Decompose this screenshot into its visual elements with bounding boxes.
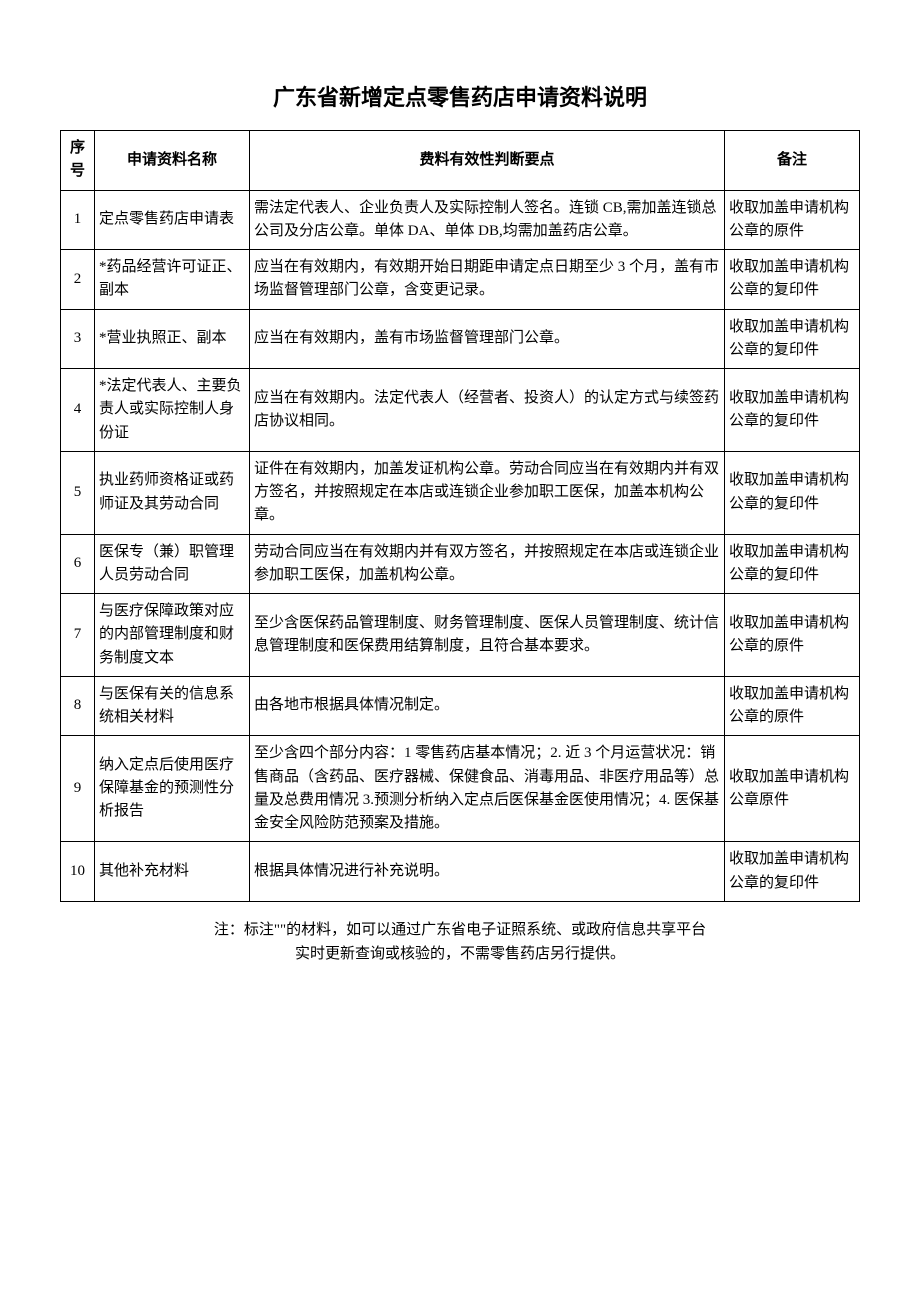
- cell-remark: 收取加盖申请机构公章的复印件: [725, 534, 860, 594]
- header-name: 申请资料名称: [95, 131, 250, 191]
- cell-name: 与医保有关的信息系统相关材料: [95, 676, 250, 736]
- cell-remark: 收取加盖申请机构公章的复印件: [725, 451, 860, 534]
- table-row: 7 与医疗保障政策对应的内部管理制度和财务制度文本 至少含医保药品管理制度、财务…: [61, 594, 860, 677]
- cell-name: 其他补充材料: [95, 842, 250, 902]
- cell-seq: 6: [61, 534, 95, 594]
- header-remark: 备注: [725, 131, 860, 191]
- cell-detail: 至少含四个部分内容：1 零售药店基本情况；2. 近 3 个月运营状况：销售商品（…: [250, 736, 725, 842]
- cell-seq: 1: [61, 190, 95, 250]
- cell-seq: 7: [61, 594, 95, 677]
- cell-remark: 收取加盖申请机构公章的复印件: [725, 369, 860, 452]
- cell-name: *法定代表人、主要负责人或实际控制人身份证: [95, 369, 250, 452]
- cell-name: 医保专（兼）职管理人员劳动合同: [95, 534, 250, 594]
- cell-name: *营业执照正、副本: [95, 309, 250, 369]
- table-body: 1 定点零售药店申请表 需法定代表人、企业负责人及实际控制人签名。连锁 CB,需…: [61, 190, 860, 901]
- cell-remark: 收取加盖申请机构公章原件: [725, 736, 860, 842]
- cell-name: 执业药师资格证或药师证及其劳动合同: [95, 451, 250, 534]
- table-row: 2 *药品经营许可证正、副本 应当在有效期内，有效期开始日期距申请定点日期至少 …: [61, 250, 860, 310]
- cell-detail: 应当在有效期内，有效期开始日期距申请定点日期至少 3 个月，盖有市场监督管理部门…: [250, 250, 725, 310]
- cell-detail: 劳动合同应当在有效期内并有双方签名，并按照规定在本店或连锁企业参加职工医保，加盖…: [250, 534, 725, 594]
- cell-name: 纳入定点后使用医疗保障基金的预测性分析报告: [95, 736, 250, 842]
- footnote-line1: 注：标注""的材料，如可以通过广东省电子证照系统、或政府信息共享平台: [214, 922, 706, 938]
- cell-name: 定点零售药店申请表: [95, 190, 250, 250]
- table-row: 4 *法定代表人、主要负责人或实际控制人身份证 应当在有效期内。法定代表人（经营…: [61, 369, 860, 452]
- table-row: 10 其他补充材料 根据具体情况进行补充说明。 收取加盖申请机构公章的复印件: [61, 842, 860, 902]
- footnote: 注：标注""的材料，如可以通过广东省电子证照系统、或政府信息共享平台 实时更新查…: [60, 918, 860, 966]
- cell-remark: 收取加盖申请机构公章的复印件: [725, 842, 860, 902]
- cell-remark: 收取加盖申请机构公章的复印件: [725, 309, 860, 369]
- table-header-row: 序号 申请资料名称 费料有效性判断要点 备注: [61, 131, 860, 191]
- footnote-line2: 实时更新查询或核验的，不需零售药店另行提供。: [295, 946, 625, 962]
- cell-detail: 应当在有效期内。法定代表人（经营者、投资人）的认定方式与续签药店协议相同。: [250, 369, 725, 452]
- cell-remark: 收取加盖申请机构公章的原件: [725, 676, 860, 736]
- cell-detail: 证件在有效期内，加盖发证机构公章。劳动合同应当在有效期内并有双方签名，并按照规定…: [250, 451, 725, 534]
- cell-detail: 至少含医保药品管理制度、财务管理制度、医保人员管理制度、统计信息管理制度和医保费…: [250, 594, 725, 677]
- cell-remark: 收取加盖申请机构公章的复印件: [725, 250, 860, 310]
- cell-seq: 2: [61, 250, 95, 310]
- cell-seq: 5: [61, 451, 95, 534]
- cell-detail: 需法定代表人、企业负责人及实际控制人签名。连锁 CB,需加盖连锁总公司及分店公章…: [250, 190, 725, 250]
- cell-seq: 4: [61, 369, 95, 452]
- cell-remark: 收取加盖申请机构公章的原件: [725, 594, 860, 677]
- table-row: 8 与医保有关的信息系统相关材料 由各地市根据具体情况制定。 收取加盖申请机构公…: [61, 676, 860, 736]
- page-title: 广东省新增定点零售药店申请资料说明: [60, 80, 860, 112]
- cell-detail: 由各地市根据具体情况制定。: [250, 676, 725, 736]
- table-row: 3 *营业执照正、副本 应当在有效期内，盖有市场监督管理部门公章。 收取加盖申请…: [61, 309, 860, 369]
- cell-seq: 3: [61, 309, 95, 369]
- cell-seq: 9: [61, 736, 95, 842]
- cell-seq: 10: [61, 842, 95, 902]
- cell-remark: 收取加盖申请机构公章的原件: [725, 190, 860, 250]
- cell-name: *药品经营许可证正、副本: [95, 250, 250, 310]
- table-row: 5 执业药师资格证或药师证及其劳动合同 证件在有效期内，加盖发证机构公章。劳动合…: [61, 451, 860, 534]
- cell-name: 与医疗保障政策对应的内部管理制度和财务制度文本: [95, 594, 250, 677]
- header-detail: 费料有效性判断要点: [250, 131, 725, 191]
- header-seq: 序号: [61, 131, 95, 191]
- cell-detail: 应当在有效期内，盖有市场监督管理部门公章。: [250, 309, 725, 369]
- materials-table: 序号 申请资料名称 费料有效性判断要点 备注 1 定点零售药店申请表 需法定代表…: [60, 130, 860, 902]
- table-row: 1 定点零售药店申请表 需法定代表人、企业负责人及实际控制人签名。连锁 CB,需…: [61, 190, 860, 250]
- cell-detail: 根据具体情况进行补充说明。: [250, 842, 725, 902]
- table-row: 6 医保专（兼）职管理人员劳动合同 劳动合同应当在有效期内并有双方签名，并按照规…: [61, 534, 860, 594]
- cell-seq: 8: [61, 676, 95, 736]
- table-row: 9 纳入定点后使用医疗保障基金的预测性分析报告 至少含四个部分内容：1 零售药店…: [61, 736, 860, 842]
